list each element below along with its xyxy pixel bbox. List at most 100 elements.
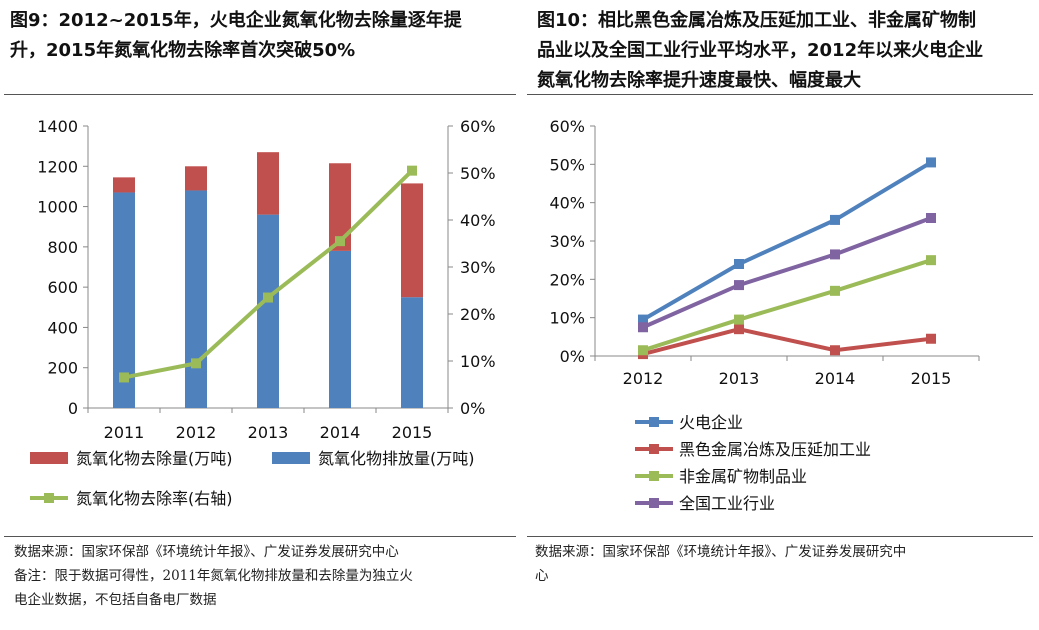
left-source-notes: 数据来源：国家环保部《环境统计年报》、广发证券发展研究中心 备注：限于数据可得性… <box>14 540 413 612</box>
right-top-rule <box>527 94 1033 95</box>
legend-marker-3 <box>649 498 659 508</box>
legend-marker-1 <box>649 444 659 454</box>
right-bottom-rule <box>527 536 1033 537</box>
legend-label-3: 全国工业行业 <box>679 494 775 513</box>
left-bottom-rule <box>4 536 516 537</box>
right-title-line-3: 氮氧化物去除率提升速度最快、幅度最大 <box>537 70 861 91</box>
legend-swatch-removal <box>30 452 68 464</box>
right-figure-title: 图10：相比黑色金属冶炼及压延加工业、非金属矿物制 品业以及全国工业行业平均水平… <box>537 6 1037 96</box>
series-marker-2 <box>926 255 936 266</box>
right-source-notes: 数据来源：国家环保部《环境统计年报》、广发证券发展研究中 心 <box>535 540 906 588</box>
x-tick-label: 2013 <box>719 369 760 388</box>
legend-label-rate: 氮氧化物去除率(右轴) <box>76 489 233 508</box>
series-line-1 <box>642 327 932 357</box>
right-title-line-2: 品业以及全国工业行业平均水平，2012年以来火电企业 <box>537 40 984 61</box>
right-y-tick-label: 0% <box>460 399 485 418</box>
x-tick-label: 2012 <box>623 369 664 388</box>
left-y-tick-label: 600 <box>47 278 78 297</box>
series-line-0 <box>641 160 933 322</box>
left-y-tick-label: 1200 <box>37 157 78 176</box>
removal-bar <box>401 183 423 298</box>
x-tick-label: 2013 <box>248 423 289 442</box>
x-tick-label: 2011 <box>104 423 145 442</box>
x-tick-label: 2015 <box>392 423 433 442</box>
removal-rate-marker <box>191 358 201 369</box>
legend-label-removal: 氮氧化物去除量(万吨) <box>76 449 233 468</box>
right-figure-panel: 图10：相比黑色金属冶炼及压延加工业、非金属矿物制 品业以及全国工业行业平均水平… <box>527 0 1039 630</box>
legend-marker-2 <box>649 471 659 481</box>
right-y-tick-label: 50% <box>460 164 496 183</box>
y-tick-label: 20% <box>549 270 585 289</box>
left-stacked-bar-line-chart: 0 200 400 600 800 1000 1200 1400 0% 10% 20% 30% 40% 5… <box>30 117 496 508</box>
legend-marker-rate <box>44 493 54 503</box>
right-title-line-1: 图10：相比黑色金属冶炼及压延加工业、非金属矿物制 <box>537 10 977 31</box>
right-line-chart: 0% 10% 20% 30% 40% 50% 60% 2012 2013 2014 2015 火电企业… <box>549 117 980 513</box>
left-y-tick-label: 1400 <box>37 117 78 136</box>
removal-rate-marker <box>335 236 345 247</box>
left-y-tick-label: 800 <box>47 238 78 257</box>
x-tick-label: 2014 <box>815 369 856 388</box>
y-tick-label: 40% <box>549 194 585 213</box>
series-marker-2 <box>734 314 744 325</box>
y-tick-label: 0% <box>560 347 585 366</box>
series-marker-0 <box>638 314 648 325</box>
emission-bar <box>185 190 207 408</box>
series-marker-1 <box>830 345 840 356</box>
removal-bar <box>329 163 351 251</box>
emission-bar <box>401 297 423 408</box>
left-source-line-3: 电企业数据，不包括自备电厂数据 <box>14 592 217 608</box>
legend-label-0: 火电企业 <box>679 413 743 432</box>
series-marker-1 <box>926 333 936 344</box>
series-marker-0 <box>926 157 936 168</box>
legend-label-2: 非金属矿物制品业 <box>679 467 807 486</box>
right-y-tick-label: 60% <box>460 117 496 136</box>
legend-marker-0 <box>649 417 659 427</box>
right-source-line-2: 心 <box>535 568 549 584</box>
left-source-line-2: 备注：限于数据可得性，2011年氮氧化物排放量和去除量为独立火 <box>14 568 413 584</box>
left-y-tick-label: 1000 <box>37 198 78 217</box>
series-marker-1 <box>734 324 744 335</box>
series-line-3 <box>642 216 932 330</box>
removal-bar <box>113 177 135 193</box>
removal-rate-marker <box>263 292 273 303</box>
legend-label-1: 黑色金属冶炼及压延加工业 <box>679 440 871 459</box>
left-title-line-1: 图9：2012~2015年，火电企业氮氧化物去除量逐年提 <box>10 10 462 31</box>
y-tick-label: 50% <box>549 155 585 174</box>
right-source-line-1: 数据来源：国家环保部《环境统计年报》、广发证券发展研究中 <box>535 544 907 560</box>
series-marker-0 <box>734 259 744 269</box>
series-line-2 <box>642 258 932 353</box>
y-tick-label: 30% <box>549 232 585 251</box>
series-marker-0 <box>830 214 840 225</box>
y-tick-label: 60% <box>549 117 585 136</box>
left-source-line-1: 数据来源：国家环保部《环境统计年报》、广发证券发展研究中心 <box>14 544 399 560</box>
x-tick-label: 2012 <box>176 423 217 442</box>
left-figure-panel: 图9：2012~2015年，火电企业氮氧化物去除量逐年提 升，2015年氮氧化物… <box>4 6 516 612</box>
y-tick-label: 10% <box>549 309 585 328</box>
left-y-tick-label: 0 <box>68 399 78 418</box>
emission-bar <box>329 250 351 408</box>
legend-label-emission: 氮氧化物排放量(万吨) <box>318 449 475 468</box>
series-marker-2 <box>830 285 840 296</box>
left-title-line-2: 升，2015年氮氧化物去除率首次突破50% <box>10 40 356 61</box>
series-marker-2 <box>638 345 648 356</box>
right-y-tick-label: 30% <box>460 258 496 277</box>
series-marker-3 <box>926 213 936 223</box>
removal-bar <box>185 166 207 191</box>
left-top-rule <box>4 94 516 95</box>
removal-rate-marker <box>407 165 417 176</box>
series-marker-3 <box>830 249 840 260</box>
series-marker-3 <box>638 322 648 333</box>
removal-bar <box>257 152 279 215</box>
left-y-tick-label: 400 <box>47 318 78 337</box>
legend-swatch-emission <box>272 452 310 464</box>
right-y-tick-label: 10% <box>460 352 496 371</box>
emission-bar <box>113 192 135 408</box>
removal-rate-marker <box>119 372 129 383</box>
x-tick-label: 2015 <box>911 369 952 388</box>
left-figure-title: 图9：2012~2015年，火电企业氮氧化物去除量逐年提 升，2015年氮氧化物… <box>10 6 510 66</box>
right-y-tick-label: 20% <box>460 305 496 324</box>
emission-bar <box>257 214 279 408</box>
x-tick-label: 2014 <box>320 423 361 442</box>
left-y-tick-label: 200 <box>47 359 78 378</box>
series-marker-3 <box>734 280 744 291</box>
